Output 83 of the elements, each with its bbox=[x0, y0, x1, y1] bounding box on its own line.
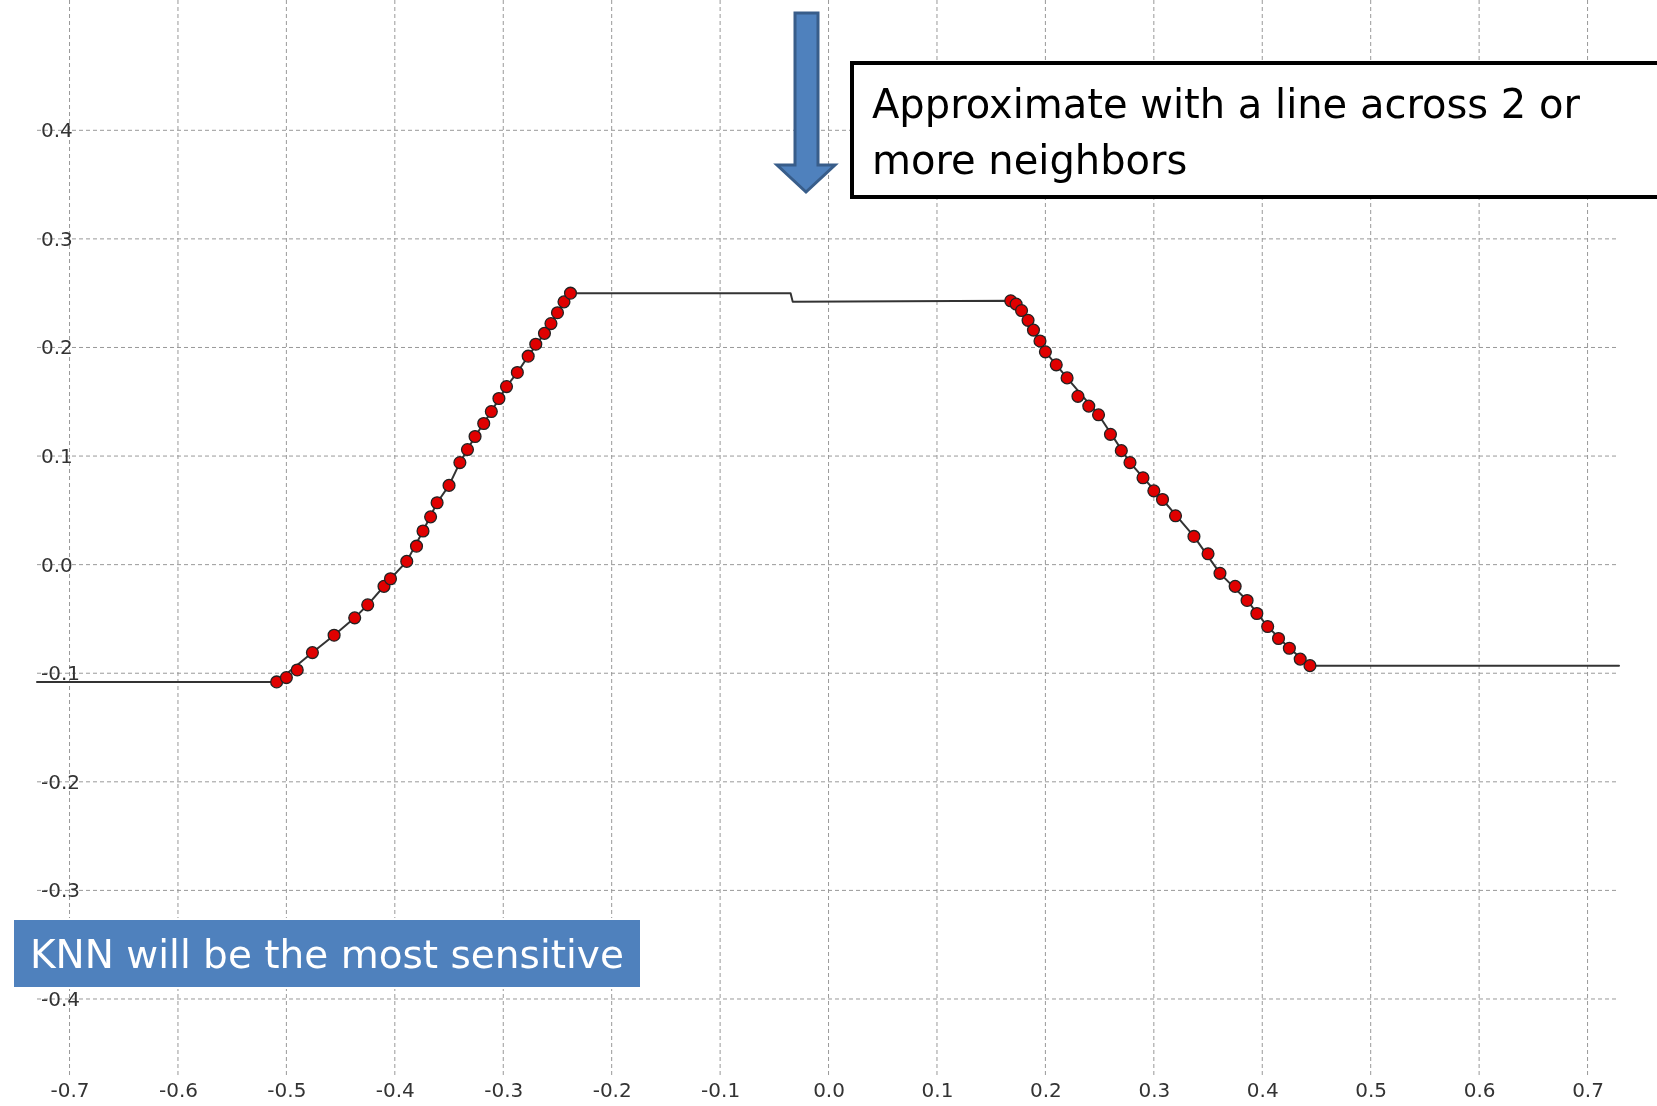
point bbox=[1293, 652, 1307, 666]
x-tick-label: 0.6 bbox=[1463, 1078, 1496, 1103]
point bbox=[1213, 566, 1227, 580]
x-tick-label: 0.7 bbox=[1572, 1078, 1604, 1103]
point bbox=[537, 326, 552, 340]
point bbox=[1082, 399, 1096, 413]
point bbox=[305, 646, 319, 660]
x-tick-label: 0.1 bbox=[921, 1078, 954, 1103]
point bbox=[1271, 631, 1286, 646]
x-tick-label: 0.0 bbox=[813, 1078, 845, 1103]
point bbox=[1261, 619, 1275, 634]
point bbox=[409, 539, 424, 553]
x-tick-label: 0.5 bbox=[1355, 1078, 1388, 1103]
x-tick-label: -0.4 bbox=[375, 1078, 415, 1103]
annotation: KNN will be the most sensitive bbox=[30, 932, 624, 977]
point bbox=[460, 442, 475, 457]
point bbox=[453, 456, 467, 470]
point bbox=[1123, 456, 1137, 470]
x-tick-label: 0.4 bbox=[1246, 1078, 1279, 1103]
point bbox=[1091, 408, 1106, 422]
point bbox=[348, 611, 362, 625]
point bbox=[1303, 659, 1317, 673]
point bbox=[430, 496, 444, 510]
point bbox=[550, 306, 565, 320]
x-tick-label: 0.2 bbox=[1030, 1078, 1062, 1103]
point bbox=[563, 286, 578, 300]
point bbox=[424, 510, 438, 524]
point bbox=[1250, 606, 1264, 621]
point bbox=[477, 416, 491, 431]
point bbox=[1282, 641, 1296, 655]
point bbox=[1201, 547, 1215, 561]
point bbox=[557, 295, 571, 309]
y-tick-label: 0.2 bbox=[41, 335, 73, 360]
point bbox=[468, 429, 482, 444]
point bbox=[442, 478, 456, 492]
x-tick-label: -0.2 bbox=[592, 1078, 632, 1103]
point bbox=[361, 598, 375, 612]
y-tick-label: 0.4 bbox=[41, 118, 73, 143]
point bbox=[499, 380, 514, 394]
point bbox=[1049, 358, 1063, 372]
y-tick-label: -0.4 bbox=[41, 986, 81, 1011]
y-tick-label: -0.3 bbox=[41, 878, 81, 903]
point bbox=[1155, 492, 1170, 507]
point bbox=[1136, 471, 1150, 485]
point bbox=[327, 628, 341, 642]
x-tick-label: 0.3 bbox=[1138, 1078, 1171, 1103]
point bbox=[521, 349, 535, 363]
x-tick-label: -0.7 bbox=[50, 1078, 90, 1103]
point bbox=[416, 524, 430, 538]
point bbox=[1103, 427, 1118, 441]
x-tick-label: -0.6 bbox=[158, 1078, 198, 1103]
point bbox=[1240, 593, 1254, 608]
x-tick-label: -0.3 bbox=[484, 1078, 524, 1103]
point bbox=[290, 663, 304, 677]
annotation: Approximate with a line across 2 or more neighbors bbox=[872, 81, 1581, 183]
point bbox=[1114, 444, 1128, 458]
point bbox=[383, 572, 398, 586]
point bbox=[529, 337, 543, 351]
point bbox=[1026, 323, 1041, 337]
point bbox=[400, 554, 414, 568]
point bbox=[1033, 334, 1047, 348]
point bbox=[1071, 389, 1085, 403]
y-tick-label: -0.1 bbox=[41, 661, 81, 686]
point bbox=[544, 317, 558, 331]
point bbox=[1168, 509, 1183, 523]
y-tick-label: 0.3 bbox=[41, 226, 73, 251]
point bbox=[270, 675, 284, 689]
y-tick-label: 0.0 bbox=[41, 552, 73, 577]
point bbox=[279, 671, 293, 685]
point bbox=[492, 391, 506, 406]
point bbox=[1147, 484, 1161, 498]
point bbox=[484, 404, 498, 419]
point bbox=[1228, 579, 1242, 593]
point bbox=[1021, 313, 1035, 327]
point bbox=[510, 365, 524, 379]
y-tick-label: 0.1 bbox=[41, 443, 73, 468]
x-tick-label: -0.5 bbox=[267, 1078, 307, 1103]
point bbox=[1038, 345, 1052, 359]
x-tick-label: -0.1 bbox=[701, 1078, 741, 1103]
point bbox=[1187, 529, 1201, 543]
point bbox=[1014, 304, 1029, 318]
point bbox=[1060, 371, 1074, 385]
y-tick-label: -0.2 bbox=[41, 769, 81, 794]
